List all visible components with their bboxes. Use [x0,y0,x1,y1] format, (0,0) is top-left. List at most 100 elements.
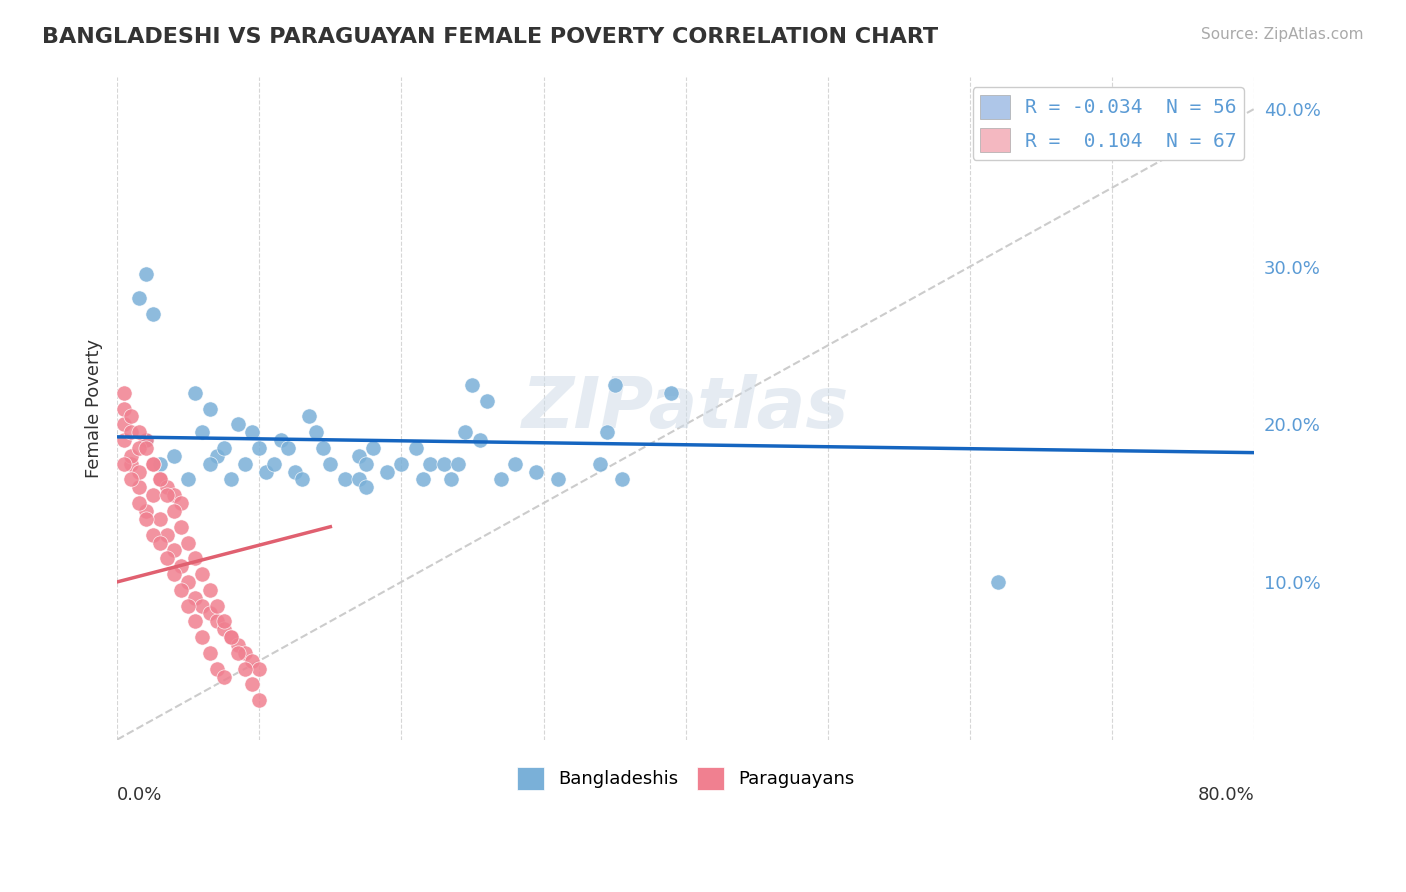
Point [142,457,165,471]
Point [128,291,150,305]
Point [184,591,207,605]
Point [205,662,228,676]
Point [233,646,256,660]
Point [233,457,256,471]
Point [198,646,221,660]
Point [112,457,135,471]
Point [112,385,135,400]
Point [184,551,207,566]
Point [212,669,235,683]
Point [412,472,434,486]
Point [170,559,193,574]
Point [198,401,221,416]
Point [128,441,150,455]
Point [156,488,179,502]
Point [156,551,179,566]
Point [120,472,142,486]
Point [247,441,270,455]
Point [128,425,150,439]
Point [298,409,321,424]
Point [454,425,477,439]
Point [112,417,135,432]
Point [163,543,186,558]
Point [254,465,277,479]
Point [184,385,207,400]
Legend: Bangladeshis, Paraguayans: Bangladeshis, Paraguayans [510,760,862,797]
Point [149,472,172,486]
Point [603,377,626,392]
Point [142,307,165,321]
Point [142,488,165,502]
Point [247,693,270,707]
Point [219,630,242,644]
Point [610,472,633,486]
Point [219,630,242,644]
Point [142,457,165,471]
Point [120,457,142,471]
Point [120,425,142,439]
Point [361,441,384,455]
Point [433,457,456,471]
Point [177,535,200,549]
Point [112,401,135,416]
Point [135,268,157,282]
Point [589,457,612,471]
Point [135,441,157,455]
Point [503,457,526,471]
Point [177,472,200,486]
Point [212,622,235,636]
Point [212,615,235,629]
Point [468,433,491,447]
Point [177,599,200,613]
Point [177,574,200,589]
Text: BANGLADESHI VS PARAGUAYAN FEMALE POVERTY CORRELATION CHART: BANGLADESHI VS PARAGUAYAN FEMALE POVERTY… [42,27,938,46]
Point [270,433,292,447]
Point [247,662,270,676]
Text: ZIPatlas: ZIPatlas [522,374,849,443]
Point [212,441,235,455]
Point [170,496,193,510]
Point [987,574,1010,589]
Point [405,441,427,455]
Point [240,677,263,691]
Point [191,567,214,582]
Point [447,457,470,471]
Point [226,417,249,432]
Point [198,457,221,471]
Point [128,496,150,510]
Point [149,472,172,486]
Point [547,472,569,486]
Point [661,385,683,400]
Point [135,512,157,526]
Point [205,599,228,613]
Point [291,472,314,486]
Point [333,472,356,486]
Point [277,441,299,455]
Point [135,433,157,447]
Point [391,457,413,471]
Point [240,654,263,668]
Point [233,662,256,676]
Point [170,582,193,597]
Point [305,425,328,439]
Point [319,457,342,471]
Point [128,465,150,479]
Point [112,433,135,447]
Point [226,646,249,660]
Point [170,520,193,534]
Point [120,409,142,424]
Point [191,599,214,613]
Point [354,457,377,471]
Point [142,527,165,541]
Point [156,527,179,541]
Point [156,480,179,494]
Point [149,535,172,549]
Point [205,449,228,463]
Text: 80.0%: 80.0% [1198,786,1254,804]
Point [163,488,186,502]
Point [596,425,619,439]
Point [163,504,186,518]
Point [120,449,142,463]
Point [135,433,157,447]
Point [419,457,441,471]
